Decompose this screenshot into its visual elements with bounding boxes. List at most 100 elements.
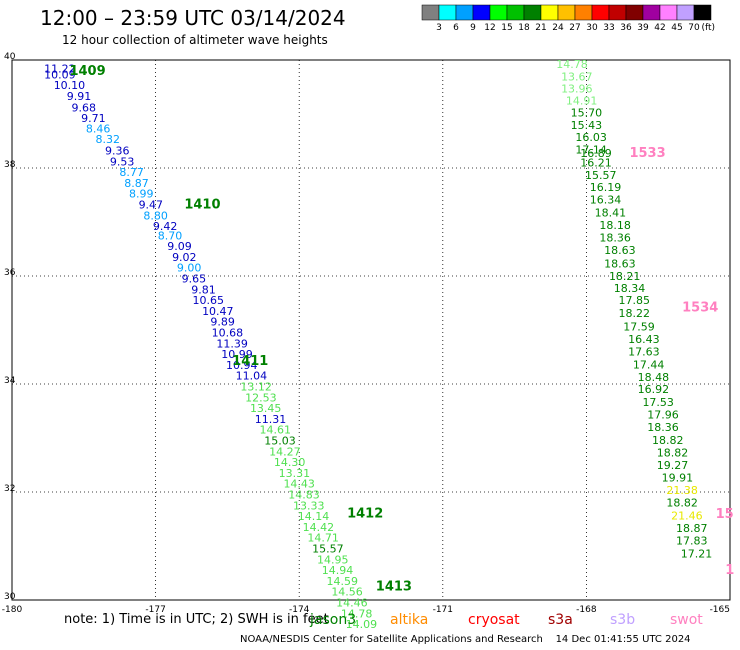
swh-observation: 13.96 [561,82,593,95]
swh-observation: 11.04 [236,370,268,383]
swh-observation: 18.48 [638,371,670,384]
swh-observation: 9.71 [81,112,106,125]
swh-observation: 8.46 [86,122,111,135]
swh-observation: 10.99 [221,348,253,361]
swh-observation: 10.65 [193,294,225,307]
swh-observation: 14.27 [269,445,301,458]
swh-observation: 14.95 [317,553,349,566]
swh-observation: 14.42 [303,521,335,534]
longitude-label: -174 [289,605,310,615]
colorbar-unit: (ft) [701,23,715,33]
swh-observation: 18.82 [652,434,684,447]
swh-observation: 18.36 [647,421,679,434]
swh-observation: 10.94 [226,359,258,372]
swh-observation: 14.59 [327,575,359,588]
longitude-label: -180 [2,605,23,615]
longitude-label: -171 [433,605,453,615]
swh-observation: 17.21 [681,547,713,560]
swh-observation: 15.70 [571,107,603,120]
swh-observation: 9.00 [177,262,202,275]
swh-observation: 18.41 [595,207,627,220]
mission-jason3: jason3 [310,612,357,628]
swh-observation: 16.34 [590,194,622,207]
colorbar-label: 42 [654,23,665,33]
swh-observation: 17.83 [676,534,708,547]
swh-observation: 13.45 [250,402,282,415]
swh-observation: 17.59 [623,321,655,334]
latitude-label: 30 [4,592,16,602]
map-frame [11,59,731,601]
colorbar-label: 24 [552,23,564,33]
swh-observation: 9.09 [167,240,192,253]
mission-cryosat: cryosat [468,612,520,628]
swh-observation: 9.91 [67,90,92,103]
chart-subtitle: 12 hour collection of altimeter wave hei… [62,33,328,47]
swh-observation: 15.57 [312,542,344,555]
latitude-label: 32 [4,484,15,494]
swh-observation: 14.78 [341,607,373,620]
swh-observation: 18.34 [614,282,646,295]
swh-observation: 14.56 [331,586,363,599]
swh-observation: 12.53 [245,391,277,404]
swh-observation: 8.77 [119,166,144,179]
latitude-label: 38 [4,160,16,170]
colorbar-label: 18 [518,23,530,33]
pass-label: 15 [716,507,734,522]
colorbar-swatch [676,4,695,21]
swh-observation: 16.21 [580,156,612,169]
pass-label: 1533 [629,146,665,161]
pass-label: 1409 [69,64,105,79]
swh-observation: 14.30 [274,456,306,469]
swh-observation: 16.19 [590,181,622,194]
axis-tick-labels: -180 -177 -174 -171 -168 -165 40 38 36 34 32 30 [2,52,730,615]
swh-observation: 18.82 [657,446,689,459]
latitude-label: 34 [4,376,16,386]
swh-observation: 9.53 [110,155,135,168]
swh-observation: 9.02 [172,251,197,264]
pass-label: 1410 [184,198,220,213]
swh-observation: 15.57 [585,169,617,182]
swh-observation: 10.47 [202,305,234,318]
mission-s3a: s3a [548,612,573,628]
swh-observation: 18.87 [676,522,708,535]
colorbar-label: 33 [603,23,614,33]
colorbar-swatch [455,4,474,21]
swh-observation: 17.96 [647,409,679,422]
swh-observation: 17.53 [642,396,674,409]
colorbar-legend: 3 6 9 12 15 18 21 24 27 30 33 36 39 42 45 70 (ft) [421,4,715,33]
swh-observation: 18.22 [619,307,651,320]
colorbar-label: 21 [535,23,546,33]
colorbar-swatch [574,4,593,21]
colorbar-label: 36 [620,23,632,33]
wave-height-observations: 11.2210.0910.109.919.689.718.468.329.369… [44,58,712,631]
swh-observation: 16.43 [628,333,660,346]
colorbar-label: 12 [484,23,495,33]
swh-observation: 19.27 [657,459,689,472]
swh-observation: 16.03 [575,131,607,144]
swh-observation: 9.81 [191,283,216,296]
swh-observation: 13.67 [561,71,593,84]
swh-observation: 14.14 [298,510,330,523]
pass-label: 1413 [376,579,412,594]
swh-observation: 14.43 [283,478,315,491]
swh-observation: 17.44 [633,358,665,371]
swh-observation: 14.71 [307,532,339,545]
swh-observation: 14.78 [556,58,588,71]
colorbar-swatch [659,4,678,21]
swh-observation: 16.92 [638,383,670,396]
latitude-label: 40 [4,52,16,62]
swh-observation: 8.87 [124,177,149,190]
colorbar-swatch [523,4,542,21]
swh-observation: 8.32 [95,133,120,146]
swh-observation: 18.63 [604,244,636,257]
pass-number-labels: 1409 1410 1411 1412 1413 1533 1534 15 1 [69,64,734,594]
swh-observation: 8.70 [158,229,183,242]
colorbar-label: 9 [470,23,476,33]
swh-observation: 18.82 [666,497,698,510]
colorbar-swatch [421,4,440,21]
swh-observation: 21.38 [666,484,698,497]
swh-observation: 18.36 [599,231,631,244]
swh-observation: 13.12 [240,380,272,393]
colorbar-swatch [625,4,644,21]
swh-observation: 14.61 [260,424,292,437]
